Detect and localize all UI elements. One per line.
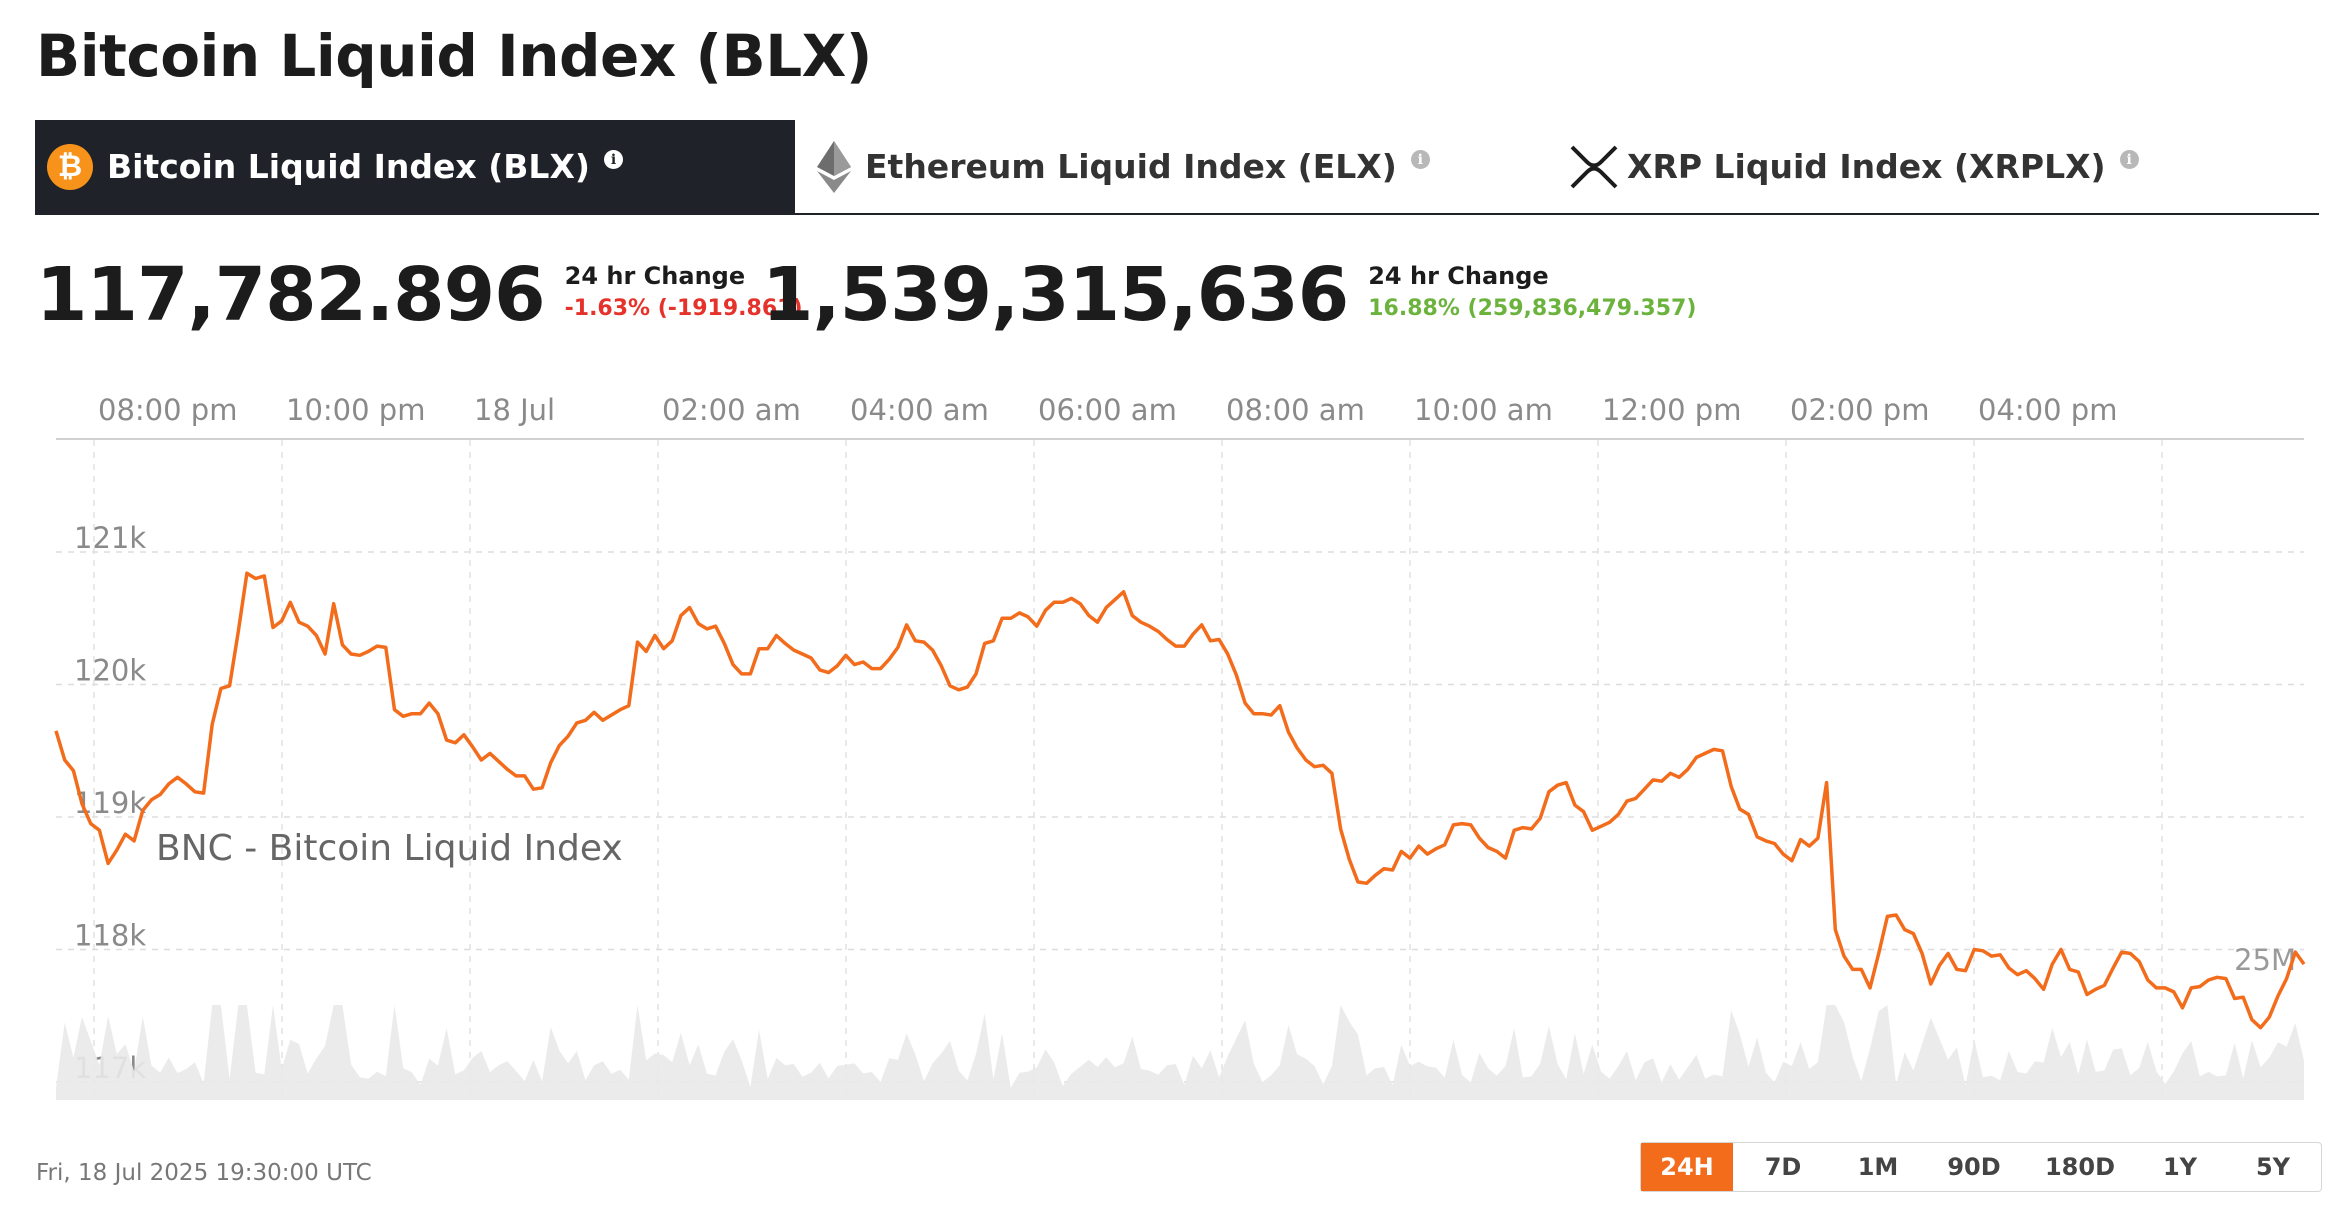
info-icon[interactable]: i	[2119, 150, 2139, 169]
range-button-1y[interactable]: 1Y	[2162, 1153, 2198, 1181]
price-summary: 117,782.896 24 hr Change -1.63% (-1919.8…	[36, 252, 803, 338]
x-tick-label: 02:00 am	[662, 393, 801, 427]
x-tick-label: 08:00 pm	[98, 393, 237, 427]
price-chart[interactable]: 08:00 pm 10:00 pm 18 Jul 02:00 am 04:00 am 06…	[0, 370, 2348, 1110]
change-value: -1.63% (-1919.861)	[564, 295, 803, 321]
info-icon[interactable]: i	[1410, 150, 1430, 169]
range-button-5y[interactable]: 5Y	[2255, 1153, 2291, 1181]
change-value: 16.88% (259,836,479.357)	[1368, 295, 1697, 321]
series-label: BNC - Bitcoin Liquid Index	[156, 828, 623, 869]
range-button-180d[interactable]: 180D	[2044, 1153, 2116, 1181]
page-title: Bitcoin Liquid Index (BLX)	[36, 22, 872, 90]
volume-axis-label: 25M	[2234, 943, 2296, 977]
x-tick-label: 08:00 am	[1226, 393, 1365, 427]
x-tick-label: 12:00 pm	[1602, 393, 1741, 427]
chart-timestamp: Fri, 18 Jul 2025 19:30:00 UTC	[36, 1160, 372, 1186]
bitcoin-icon: ₿	[47, 143, 93, 190]
tab-label: Bitcoin Liquid Index (BLX)	[107, 147, 590, 186]
x-tick-label: 10:00 pm	[286, 393, 425, 427]
price-change: 24 hr Change -1.63% (-1919.861)	[565, 262, 803, 321]
tab-label: XRP Liquid Index (XRPLX)	[1627, 147, 2106, 186]
volume-summary: 1,539,315,636 24 hr Change 16.88% (259,8…	[762, 252, 1696, 338]
tab-label: Ethereum Liquid Index (ELX)	[865, 147, 1397, 186]
tab-ethereum-liquid-index[interactable]: Ethereum Liquid Index (ELX) i	[817, 120, 1517, 213]
volume-change: 24 hr Change 16.88% (259,836,479.357)	[1368, 262, 1696, 321]
price-line	[54, 571, 2306, 1030]
range-button-90d[interactable]: 90D	[1947, 1153, 2001, 1181]
index-tabs: ₿ Bitcoin Liquid Index (BLX) i Ethereum …	[35, 120, 2319, 215]
x-tick-label: 04:00 pm	[1978, 393, 2117, 427]
tab-bitcoin-liquid-index[interactable]: ₿ Bitcoin Liquid Index (BLX) i	[35, 120, 795, 213]
x-tick-label: 06:00 am	[1038, 393, 1177, 427]
index-price: 117,782.896	[36, 252, 546, 338]
x-tick-label: 04:00 am	[850, 393, 989, 427]
change-label: 24 hr Change	[1368, 261, 1549, 290]
info-icon[interactable]: i	[603, 150, 623, 169]
y-tick-label: 119k	[74, 786, 146, 820]
x-tick-label: 10:00 am	[1414, 393, 1553, 427]
y-tick-label: 120k	[74, 654, 146, 688]
ethereum-icon	[817, 140, 851, 193]
range-button-24h[interactable]: 24H	[1641, 1143, 1733, 1191]
x-tick-label: 18 Jul	[474, 393, 555, 427]
range-button-7d[interactable]: 7D	[1764, 1153, 1802, 1181]
y-tick-label: 118k	[74, 919, 146, 953]
volume-value: 1,539,315,636	[762, 252, 1349, 338]
volume-area	[56, 1005, 2304, 1100]
y-tick-label: 121k	[74, 521, 146, 555]
range-button-1m[interactable]: 1M	[1857, 1153, 1899, 1181]
change-label: 24 hr Change	[564, 261, 746, 290]
xrp-icon	[1570, 145, 1618, 188]
x-tick-label: 02:00 pm	[1790, 393, 1929, 427]
tab-xrp-liquid-index[interactable]: XRP Liquid Index (XRPLX) i	[1569, 120, 2269, 213]
range-selector: 24H 7D 1M 90D 180D 1Y 5Y	[1640, 1142, 2322, 1192]
